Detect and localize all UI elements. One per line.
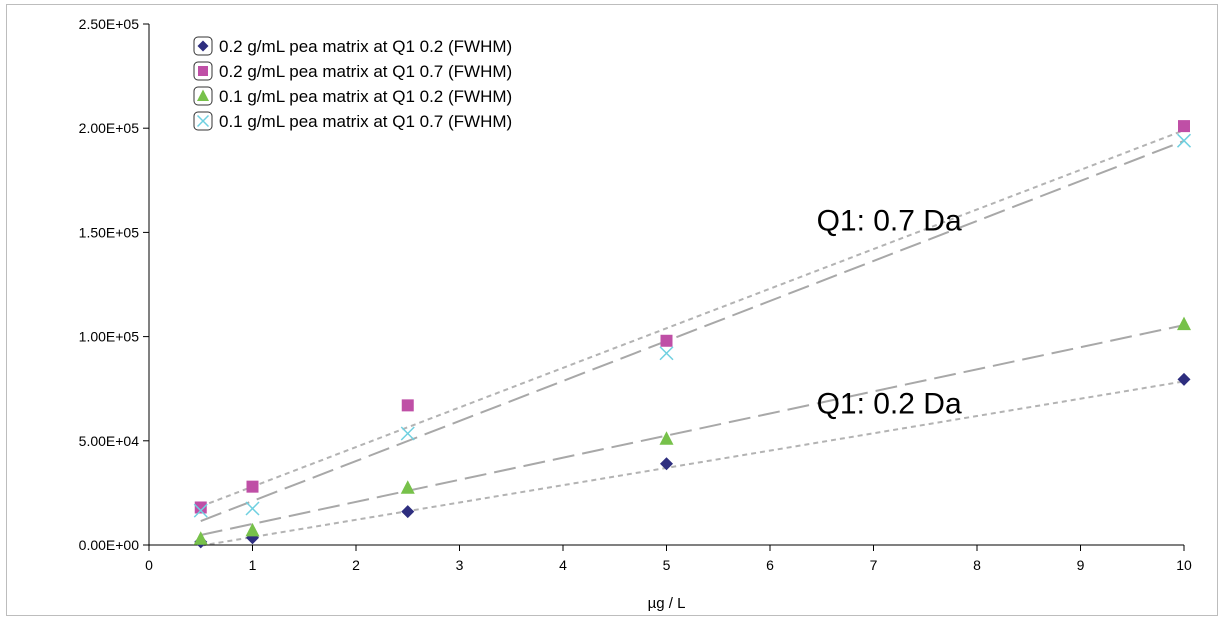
data-point	[1177, 316, 1191, 331]
data-point	[401, 399, 414, 412]
x-tick-label: 4	[559, 557, 567, 573]
data-point	[660, 457, 673, 471]
y-tick-label: 0.00E+00	[79, 537, 140, 553]
trendline	[200, 380, 1185, 547]
x-marker-stroke	[659, 346, 674, 361]
x-tick-label: 6	[766, 557, 774, 573]
legend-label: 0.1 g/mL pea matrix at Q1 0.7 (FWHM)	[219, 112, 512, 131]
data-point	[659, 346, 674, 361]
data-point	[401, 505, 415, 519]
x-tick-label: 2	[352, 557, 360, 573]
x-tick-label: 0	[145, 557, 153, 573]
legend-marker	[198, 66, 208, 76]
legend-label: 0.2 g/mL pea matrix at Q1 0.2 (FWHM)	[219, 37, 512, 56]
legend: 0.2 g/mL pea matrix at Q1 0.2 (FWHM) 0.2 …	[193, 36, 512, 131]
data-point	[659, 431, 674, 445]
legend-label: 0.2 g/mL pea matrix at Q1 0.7 (FWHM)	[219, 62, 512, 81]
legend-marker	[197, 40, 209, 52]
legend-marker	[197, 89, 209, 101]
x-axis-label: µg / L	[648, 595, 686, 612]
trendline	[200, 324, 1185, 536]
legend-marker	[196, 114, 210, 128]
data-point	[1178, 120, 1190, 133]
y-tick-label: 2.00E+05	[79, 120, 140, 136]
x-marker-stroke	[400, 426, 415, 441]
data-points	[193, 120, 1192, 549]
annotations: Q1: 0.7 Da Q1: 0.2 Da	[817, 204, 962, 420]
x-tick-label: 10	[1176, 557, 1192, 573]
data-point	[400, 426, 415, 441]
data-point	[246, 480, 259, 493]
x-marker-stroke	[196, 114, 210, 128]
chart-annotation: Q1: 0.7 Da	[817, 204, 962, 237]
data-point	[1176, 133, 1192, 148]
chart-frame	[6, 4, 1218, 616]
data-point	[400, 480, 415, 494]
legend-label: 0.1 g/mL pea matrix at Q1 0.2 (FWHM)	[219, 87, 512, 106]
trendline	[200, 139, 1185, 522]
data-point	[194, 501, 207, 514]
x-tick-label: 1	[249, 557, 257, 573]
data-point	[245, 522, 260, 537]
chart-annotation: Q1: 0.2 Da	[817, 388, 962, 421]
data-point	[660, 334, 673, 347]
x-tick-label: 7	[870, 557, 878, 573]
data-point	[1177, 372, 1191, 386]
trendline	[200, 129, 1185, 508]
y-tick-label: 2.50E+05	[79, 16, 140, 32]
y-tick-label: 5.00E+04	[79, 433, 140, 449]
x-tick-label: 8	[973, 557, 981, 573]
data-point	[193, 503, 208, 518]
x-marker-stroke	[193, 503, 208, 518]
trendlines	[200, 129, 1185, 547]
x-marker-stroke	[1176, 133, 1192, 148]
y-tick-label: 1.50E+05	[79, 224, 140, 240]
data-point	[245, 501, 260, 516]
y-tick-label: 1.00E+05	[79, 329, 140, 345]
axes: 0.00E+00 5.00E+04 1.00E+05 1.50E+05 2.00E+05…	[79, 16, 1192, 573]
x-tick-label: 5	[663, 557, 671, 573]
x-marker-stroke	[245, 501, 260, 516]
data-point	[193, 531, 208, 545]
x-tick-label: 9	[1077, 557, 1085, 573]
x-tick-label: 3	[456, 557, 464, 573]
